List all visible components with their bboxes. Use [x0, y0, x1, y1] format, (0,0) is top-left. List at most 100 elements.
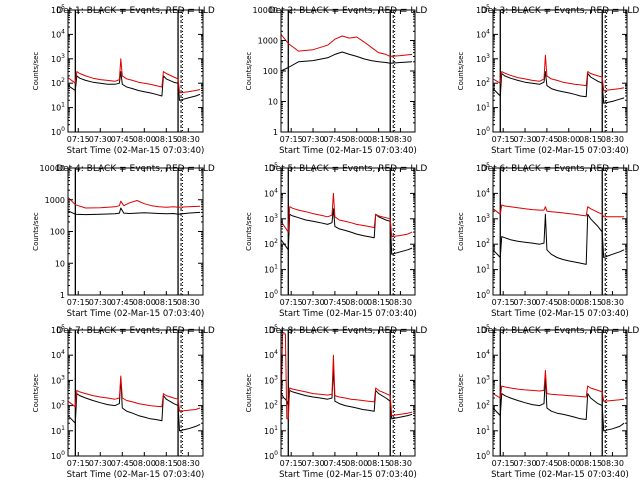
y-tick-label: 104 — [264, 187, 278, 198]
y-tick-label: 105 — [51, 324, 65, 335]
x-tick-label: 07:15 — [492, 135, 515, 144]
y-tick-label: 10 — [55, 259, 65, 268]
x-tick-label: 08:15 — [155, 459, 178, 468]
y-tick-label: 1000 — [258, 37, 278, 46]
y-tick-label: 1 — [60, 291, 65, 300]
x-tick-label: 08:30 — [389, 459, 412, 468]
x-tick-label: 07:30 — [89, 135, 112, 144]
events-line — [492, 375, 625, 432]
lld-line — [492, 369, 625, 402]
x-tick-label: 07:45 — [111, 459, 134, 468]
y-axis-label: Counts/sec — [457, 212, 465, 251]
lld-line — [492, 54, 625, 91]
x-tick-label: 08:15 — [367, 459, 390, 468]
x-tick-label: 07:45 — [535, 459, 558, 468]
x-tick-label: 08:00 — [345, 135, 368, 144]
x-tick-label: 07:30 — [302, 298, 325, 307]
x-tick-label: 07:30 — [302, 459, 325, 468]
y-tick-label: 104 — [476, 349, 490, 360]
x-axis-label: Start Time (02-Mar-15 07:03:40) — [67, 309, 205, 319]
x-tick-label: 07:15 — [67, 135, 90, 144]
y-tick-label: 103 — [264, 374, 278, 385]
x-axis-label: Start Time (02-Mar-15 07:03:40) — [67, 146, 205, 156]
y-tick-label: 103 — [51, 53, 65, 64]
panel-title: Det 2: BLACK = Events, RED = LLD — [269, 6, 428, 16]
y-tick-label: 105 — [476, 324, 490, 335]
plot-frame — [280, 167, 416, 296]
events-line — [492, 213, 625, 265]
y-tick-label: 101 — [264, 264, 278, 275]
x-tick-label: 08:30 — [389, 298, 412, 307]
panel-title: Det 4: BLACK = Events, RED = LLD — [56, 164, 215, 174]
y-axis-label: Counts/sec — [245, 212, 253, 251]
y-tick-label: 100 — [476, 289, 490, 300]
y-tick-label: 100 — [264, 289, 278, 300]
x-tick-label: 08:30 — [601, 298, 624, 307]
y-tick-label: 105 — [476, 4, 490, 15]
y-tick-label: 104 — [51, 349, 65, 360]
x-tick-label: 07:45 — [535, 135, 558, 144]
x-axis-label: Start Time (02-Mar-15 07:03:40) — [491, 470, 629, 480]
x-tick-label: 07:30 — [514, 135, 537, 144]
x-tick-label: 07:15 — [280, 459, 303, 468]
y-axis-label: Counts/sec — [245, 52, 253, 91]
x-tick-label: 08:00 — [133, 459, 156, 468]
y-tick-label: 100 — [51, 126, 65, 137]
y-tick-label: 101 — [51, 102, 65, 113]
x-tick-label: 08:15 — [367, 298, 390, 307]
x-tick-label: 07:15 — [67, 298, 90, 307]
x-tick-label: 07:45 — [323, 135, 346, 144]
y-tick-label: 101 — [476, 425, 490, 436]
y-axis-label: Counts/sec — [457, 52, 465, 91]
plot-frame — [67, 329, 204, 457]
y-axis-label: Counts/sec — [32, 374, 40, 413]
y-tick-label: 101 — [51, 425, 65, 436]
y-tick-label: 100 — [50, 228, 65, 237]
panel-title: Det 6: BLACK = Events, RED = LLD — [481, 164, 640, 174]
x-tick-label: 08:00 — [557, 298, 580, 307]
y-tick-label: 104 — [476, 28, 490, 39]
plot-frame — [492, 167, 628, 296]
events-line — [492, 71, 625, 104]
y-tick-label: 104 — [51, 28, 65, 39]
y-tick-label: 101 — [264, 425, 278, 436]
y-tick-label: 105 — [264, 162, 278, 173]
x-axis-label: Start Time (02-Mar-15 07:03:40) — [491, 309, 629, 319]
y-tick-label: 103 — [476, 374, 490, 385]
y-tick-label: 101 — [476, 102, 490, 113]
x-tick-label: 07:45 — [535, 298, 558, 307]
x-tick-label: 08:00 — [133, 135, 156, 144]
events-line — [67, 377, 201, 432]
x-tick-label: 07:15 — [280, 298, 303, 307]
y-tick-label: 100 — [476, 450, 490, 461]
y-tick-label: 10000 — [253, 6, 278, 15]
y-tick-label: 103 — [476, 213, 490, 224]
x-tick-label: 07:15 — [492, 459, 515, 468]
y-tick-label: 103 — [264, 213, 278, 224]
y-tick-label: 1 — [273, 128, 278, 137]
y-tick-label: 105 — [476, 162, 490, 173]
x-tick-label: 08:15 — [155, 135, 178, 144]
panel-title: Det 1: BLACK = Events, RED = LLD — [56, 6, 215, 16]
x-tick-label: 07:30 — [89, 298, 112, 307]
y-tick-label: 105 — [51, 4, 65, 15]
x-axis-label: Start Time (02-Mar-15 07:03:40) — [491, 146, 629, 156]
y-tick-label: 103 — [51, 374, 65, 385]
x-tick-label: 08:30 — [177, 298, 200, 307]
x-tick-label: 07:30 — [514, 459, 537, 468]
lld-line — [492, 204, 625, 218]
y-tick-label: 102 — [264, 400, 278, 411]
x-tick-label: 08:15 — [579, 298, 602, 307]
x-tick-label: 08:15 — [155, 298, 178, 307]
panel-title: Det 7: BLACK = Events, RED = LLD — [56, 326, 215, 336]
x-tick-label: 07:45 — [111, 298, 134, 307]
lld-line — [67, 196, 201, 209]
panel-title: Det 9: BLACK = Events, RED = LLD — [481, 326, 640, 336]
x-axis-label: Start Time (02-Mar-15 07:03:40) — [279, 146, 417, 156]
y-tick-label: 102 — [51, 77, 65, 88]
events-line — [280, 208, 413, 255]
y-tick-label: 10000 — [40, 164, 65, 173]
